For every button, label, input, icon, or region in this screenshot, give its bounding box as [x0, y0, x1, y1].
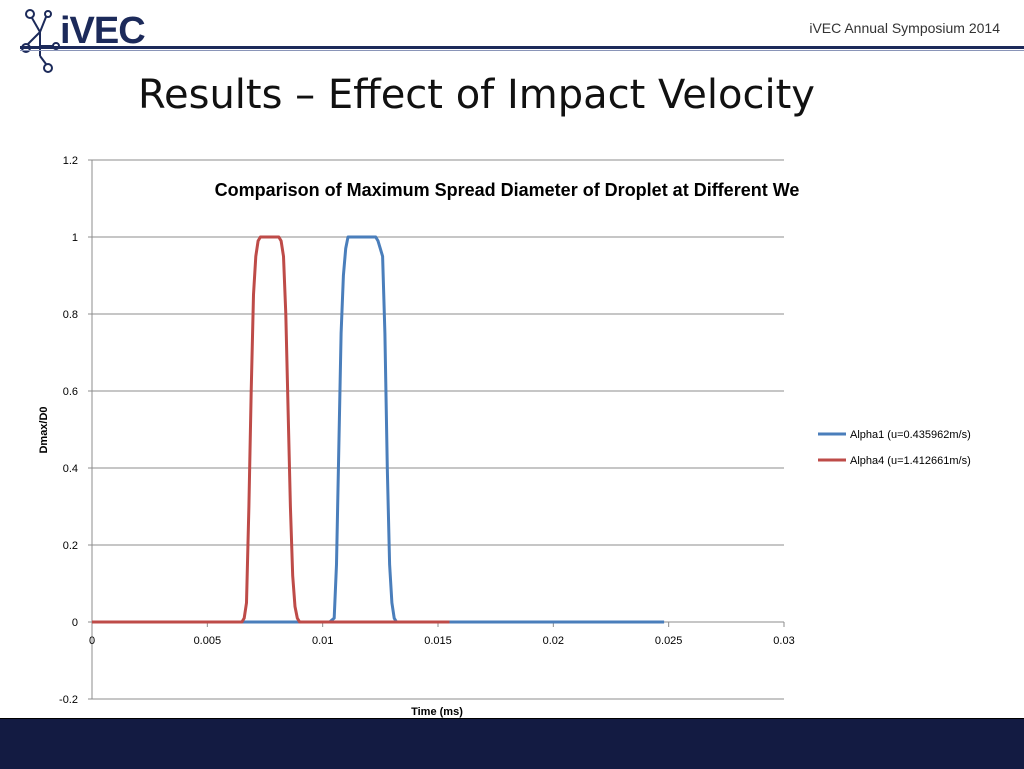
series-line-1 — [92, 235, 665, 624]
y-tick-label: 0.8 — [63, 309, 78, 321]
slide-title: Results – Effect of Impact Velocity — [138, 72, 815, 118]
y-axis-title: Dmax/D0 — [38, 406, 50, 453]
y-tick-label: 0.4 — [63, 463, 78, 475]
x-tick-label: 0.03 — [773, 635, 794, 647]
chart-axes — [91, 160, 785, 699]
chart-series — [92, 235, 665, 624]
x-tick-labels: 0 0.005 0.01 0.015 0.02 0.025 0.03 — [89, 635, 795, 647]
x-tick-label: 0.01 — [312, 635, 333, 647]
x-tick-label: 0 — [89, 635, 95, 647]
series-line-2 — [92, 235, 450, 624]
y-tick-labels: -0.2 0 0.2 0.4 0.6 0.8 1 1.2 — [59, 155, 78, 706]
y-tick-label: 0.2 — [63, 540, 78, 552]
legend-label-1: Alpha1 (u=0.435962m/s) — [850, 429, 971, 441]
x-tick-label: 0.015 — [424, 635, 452, 647]
y-tick-label: -0.2 — [59, 694, 78, 706]
x-tick-label: 0.005 — [194, 635, 222, 647]
header-divider-light — [20, 50, 1024, 51]
ivec-logo: iVEC — [18, 6, 148, 76]
event-name: iVEC Annual Symposium 2014 — [809, 20, 1000, 36]
header-divider — [20, 46, 1024, 49]
chart-title: Comparison of Maximum Spread Diameter of… — [215, 180, 800, 200]
y-tick-label: 0.6 — [63, 386, 78, 398]
line-chart: -0.2 0 0.2 0.4 0.6 0.8 1 1.2 0 0.005 0.01 0.015 0.0… — [38, 155, 971, 718]
x-axis-title: Time (ms) — [411, 706, 463, 718]
footer-bar — [0, 718, 1024, 769]
y-tick-label: 1.2 — [63, 155, 78, 167]
legend-label-2: Alpha4 (u=1.412661m/s) — [850, 455, 971, 467]
logo-text: iVEC — [60, 10, 146, 52]
x-tick-label: 0.02 — [543, 635, 564, 647]
chart-grid — [88, 159, 784, 700]
chart-legend: Alpha1 (u=0.435962m/s) Alpha4 (u=1.412661… — [818, 429, 971, 467]
x-tick-label: 0.025 — [655, 635, 683, 647]
y-tick-label: 0 — [72, 617, 78, 629]
y-tick-label: 1 — [72, 232, 78, 244]
